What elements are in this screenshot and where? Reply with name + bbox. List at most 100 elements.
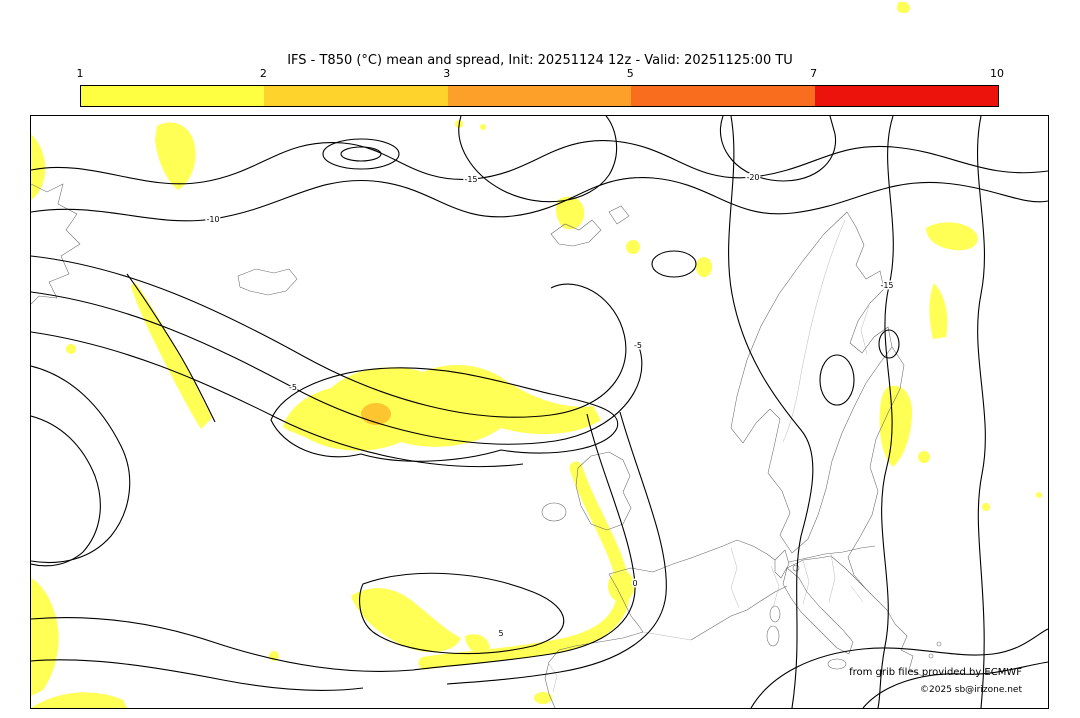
- coastline: [782, 567, 854, 655]
- spread-level2-patch: [361, 403, 391, 425]
- coastline: [928, 653, 934, 659]
- coastline: [608, 539, 776, 575]
- contour-line: [750, 628, 1048, 708]
- coastline: [541, 502, 567, 522]
- stray-yellow-mark: [896, 0, 911, 15]
- contour-label: -15: [880, 281, 893, 290]
- contour-line: [719, 116, 837, 182]
- spread-shading: [31, 120, 1042, 708]
- spread-patch: [556, 196, 585, 230]
- country-border: [730, 547, 740, 609]
- spread-patch: [31, 578, 59, 696]
- spread-patch: [131, 282, 212, 429]
- contour-line: [446, 411, 667, 685]
- contour-label: 0: [632, 579, 637, 588]
- coastline: [786, 555, 832, 569]
- credit-copyright: ©2025 sb@irizone.net: [920, 685, 1022, 695]
- spread-patch: [918, 451, 930, 463]
- coastline: [31, 183, 81, 305]
- country-borders: [548, 219, 870, 693]
- coastline: [774, 549, 790, 579]
- contour-line: [976, 116, 986, 708]
- coastline: [608, 205, 630, 225]
- contour-label: -15: [464, 175, 477, 184]
- spread-patch: [351, 588, 461, 653]
- page-title: IFS - T850 (°C) mean and spread, Init: 2…: [287, 53, 793, 68]
- colorbar-segment: [814, 86, 999, 106]
- coastline: [769, 605, 781, 623]
- contour-line: [862, 661, 1048, 708]
- contour-line: [819, 354, 855, 406]
- credits: from grib files provided by ECMWF ©2025 …: [849, 664, 1022, 698]
- weather-map: -15 -20 -15 -10 -5 -5 0 5: [30, 115, 1049, 709]
- colorbar-segment: [631, 86, 815, 106]
- spread-patch: [929, 283, 948, 339]
- contour-line: [322, 138, 400, 170]
- country-border: [850, 585, 864, 603]
- coastline: [792, 564, 800, 572]
- contour-line: [31, 659, 364, 691]
- spread-patch: [480, 124, 486, 130]
- spread-patch: [534, 692, 552, 704]
- spread-patch: [155, 122, 196, 190]
- coastline: [730, 211, 893, 554]
- country-border: [828, 553, 836, 603]
- contour-line: [877, 116, 894, 708]
- contour-line: [340, 146, 382, 162]
- contour-line: [412, 413, 636, 671]
- contour-line: [878, 329, 900, 359]
- contour-label: -5: [289, 383, 297, 392]
- contour-line: [31, 255, 627, 418]
- coastline: [575, 451, 632, 531]
- contour-line: [31, 331, 524, 468]
- colorbar-tick-label: 3: [443, 67, 451, 80]
- coastline: [544, 631, 644, 708]
- spread-patch: [626, 240, 640, 254]
- contour-line: [270, 367, 619, 462]
- colorbar-tick-label: 1: [76, 67, 84, 80]
- contour-label: -20: [746, 173, 759, 182]
- coastline: [608, 573, 644, 633]
- colorbar-tick-label: 7: [810, 67, 818, 80]
- contour-line: [651, 250, 697, 278]
- colorbar-segment: [81, 86, 265, 106]
- coastlines: [31, 183, 942, 708]
- colorbar-segment: [447, 86, 632, 106]
- coastline: [830, 555, 924, 677]
- country-border: [770, 565, 780, 609]
- spread-trough-band: [418, 461, 630, 670]
- contour-line: [359, 572, 565, 655]
- country-border: [802, 559, 810, 605]
- country-border: [642, 631, 692, 641]
- coastline: [237, 268, 298, 296]
- colorbar-ticks: 1 2 3 5 7 10: [76, 67, 1005, 82]
- country-border: [860, 305, 870, 355]
- colorbar-tick-label: 5: [626, 67, 634, 80]
- contour-label: 5: [498, 629, 503, 638]
- contour-label: -10: [206, 215, 219, 224]
- spread-patch: [31, 692, 127, 708]
- contour-line: [126, 273, 216, 423]
- spread-patch: [31, 134, 46, 200]
- spread-patch: [66, 344, 76, 354]
- colorbar: [80, 85, 999, 107]
- spread-patch: [696, 257, 712, 277]
- map-svg: -15 -20 -15 -10 -5 -5 0 5: [31, 116, 1048, 708]
- coastline: [847, 346, 905, 590]
- spread-patch: [879, 385, 912, 467]
- colorbar-tick-label: 10: [990, 67, 1004, 80]
- contour-line: [31, 617, 414, 672]
- contour-line: [31, 415, 101, 567]
- contour-line: [458, 116, 618, 203]
- coastline: [788, 545, 876, 563]
- spread-patch: [465, 634, 490, 653]
- spread-patch: [608, 570, 634, 602]
- temperature-contours: [31, 116, 1048, 708]
- spread-patch: [283, 365, 601, 451]
- coastline: [766, 625, 780, 647]
- spread-patch: [926, 222, 978, 251]
- contour-label: -5: [634, 341, 642, 350]
- spread-patch: [1036, 492, 1042, 498]
- contour-line: [31, 176, 1048, 222]
